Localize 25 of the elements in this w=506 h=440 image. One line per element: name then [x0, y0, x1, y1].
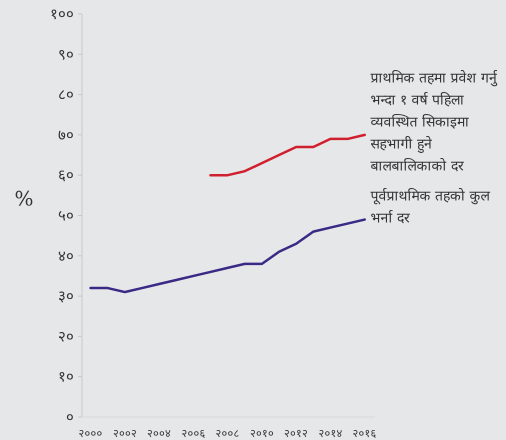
y-axis-title: %: [14, 186, 34, 210]
y-tick-label: १०: [58, 368, 74, 386]
y-tick-label: ७०: [58, 126, 74, 144]
y-tick-label: ३०: [58, 287, 74, 306]
y-tick-label: ६०: [58, 166, 74, 184]
y-tick-label: १००: [50, 5, 74, 23]
x-tick-label: २०१०: [250, 427, 274, 440]
y-tick-label: ५०: [58, 206, 74, 224]
y-tick-label: ०: [66, 408, 74, 426]
x-tick-label: २००६: [181, 427, 206, 440]
y-tick-label: ४०: [58, 246, 74, 265]
x-tick-label: २००२: [112, 427, 137, 440]
series-label: प्राथमिक तहमा प्रवेश गर्नु भन्दा १ वर्ष पहिला व्यवस्थित सिकाइमा सहभागी हुने बालबालिकाको दर: [370, 70, 498, 175]
x-tick-label: २००८: [216, 427, 240, 440]
y-tick-label: २०: [58, 327, 74, 346]
x-tick-label: २०१६: [352, 427, 377, 440]
x-tick-label: २०००: [78, 427, 103, 440]
line-series: [209, 134, 366, 176]
x-tick-label: २०१४: [318, 427, 342, 440]
line-series: [89, 218, 366, 294]
x-tick-label: २००४: [147, 427, 172, 440]
y-tick-label: ८०: [58, 86, 74, 104]
y-tick-label: ९०: [58, 45, 74, 64]
x-tick-label: २०१२: [284, 427, 308, 440]
series-label: पूर्वप्राथमिक तहको कुल भर्ना दर: [370, 187, 491, 226]
